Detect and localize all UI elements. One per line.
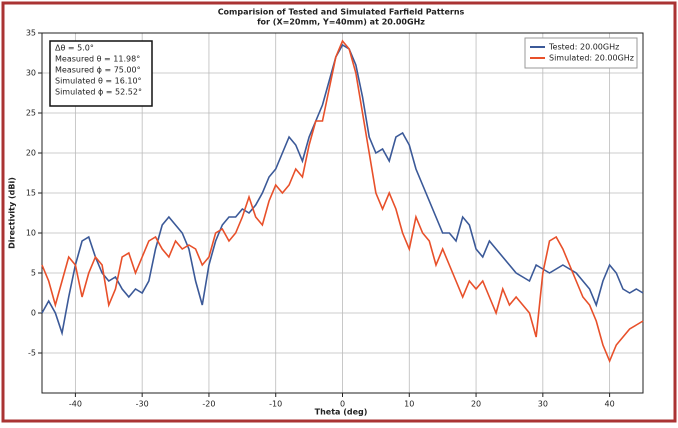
annotation-box bbox=[49, 40, 153, 107]
x-tick-label: 10 bbox=[404, 400, 414, 409]
series-line bbox=[41, 43, 644, 337]
x-tick-label: 0 bbox=[340, 400, 345, 409]
y-tick-label: 25 bbox=[26, 109, 36, 118]
x-tick-label: 40 bbox=[605, 400, 615, 409]
x-tick-label: 30 bbox=[538, 400, 548, 409]
legend-label: Simulated: 20.00GHz bbox=[549, 54, 634, 63]
annotation: Measured θ = 11.98° bbox=[55, 55, 140, 64]
series-line bbox=[41, 39, 644, 364]
y-tick-label: 5 bbox=[31, 269, 36, 278]
x-tick-label: -40 bbox=[69, 400, 82, 409]
legend-label: Tested: 20.00GHz bbox=[548, 43, 619, 52]
y-axis-label: Directivity (dBi) bbox=[8, 177, 17, 249]
legend-box bbox=[524, 37, 638, 69]
y-tick-label: -5 bbox=[28, 349, 36, 358]
x-tick-label: -10 bbox=[269, 400, 282, 409]
x-tick-label: -30 bbox=[136, 400, 149, 409]
x-axis-label: Theta (deg) bbox=[315, 408, 368, 417]
annotation: Simulated θ = 16.10° bbox=[55, 77, 142, 86]
y-tick-label: 10 bbox=[26, 229, 36, 238]
y-tick-label: 35 bbox=[26, 29, 36, 38]
chart-subtitle: for (X=20mm, Y=40mm) at 20.00GHz bbox=[257, 18, 425, 27]
annotation: Simulated ϕ = 52.52° bbox=[55, 88, 142, 97]
plot-border bbox=[41, 32, 644, 394]
annotation: Measured ϕ = 75.00° bbox=[55, 66, 141, 75]
y-tick-label: 0 bbox=[31, 309, 36, 318]
y-tick-label: 20 bbox=[26, 149, 36, 158]
x-tick-label: -20 bbox=[202, 400, 215, 409]
annotation: Δθ = 5.0° bbox=[55, 44, 94, 53]
y-tick-label: 15 bbox=[26, 189, 36, 198]
y-tick-label: 30 bbox=[26, 69, 36, 78]
x-tick-label: 20 bbox=[471, 400, 481, 409]
chart-title: Comparision of Tested and Simulated Farf… bbox=[218, 8, 465, 17]
